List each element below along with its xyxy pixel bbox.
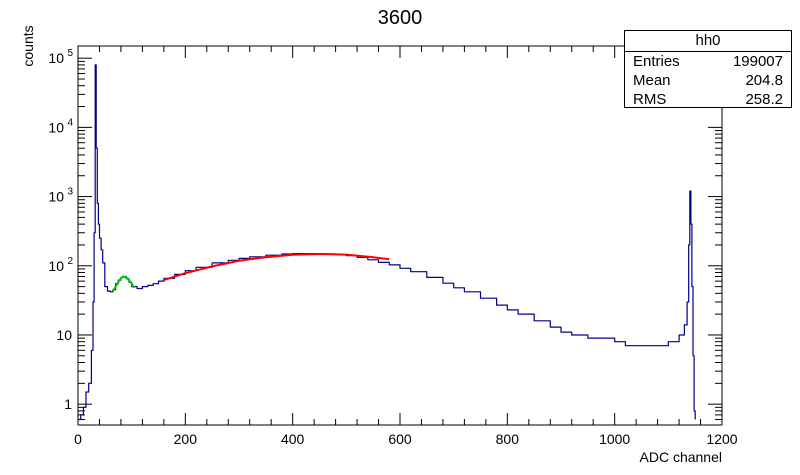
- stats-value: 258.2: [745, 91, 783, 108]
- stats-box: hh0 Entries 199007 Mean 204.8 RMS 258.2: [624, 30, 792, 108]
- stats-row-entries: Entries 199007: [625, 52, 791, 71]
- y-tick-exponent: 4: [67, 117, 73, 128]
- stats-value: 199007: [732, 53, 783, 70]
- x-tick-label: 200: [174, 431, 198, 447]
- chart-title: 3600: [378, 7, 423, 29]
- y-tick-label: 10: [48, 50, 64, 66]
- stats-row-rms: RMS 258.2: [625, 90, 791, 109]
- y-tick-label: 10: [56, 327, 72, 343]
- stats-label: Entries: [633, 53, 680, 70]
- x-tick-label: 600: [388, 431, 412, 447]
- x-tick-label: 400: [281, 431, 305, 447]
- stats-label: RMS: [633, 91, 667, 108]
- y-tick-exponent: 2: [67, 256, 73, 267]
- y-tick-exponent: 3: [67, 187, 73, 198]
- x-axis-label: ADC channel: [640, 449, 723, 465]
- fit-curve-2: [163, 253, 390, 282]
- x-tick-label: 1200: [706, 431, 737, 447]
- stats-value: 204.8: [745, 72, 783, 89]
- fit-curve-1: [112, 275, 136, 292]
- y-tick-label: 10: [48, 258, 64, 274]
- x-tick-label: 1000: [599, 431, 630, 447]
- y-tick-label: 1: [64, 396, 72, 412]
- stats-row-mean: Mean 204.8: [625, 71, 791, 90]
- x-tick-label: 0: [74, 431, 82, 447]
- y-tick-label: 10: [48, 119, 64, 135]
- histogram-line: [78, 64, 696, 421]
- x-tick-label: 800: [496, 431, 520, 447]
- stats-title: hh0: [625, 31, 791, 52]
- stats-label: Mean: [633, 72, 671, 89]
- y-tick-exponent: 5: [67, 48, 73, 59]
- y-tick-label: 10: [48, 189, 64, 205]
- y-axis-label: counts: [20, 25, 36, 66]
